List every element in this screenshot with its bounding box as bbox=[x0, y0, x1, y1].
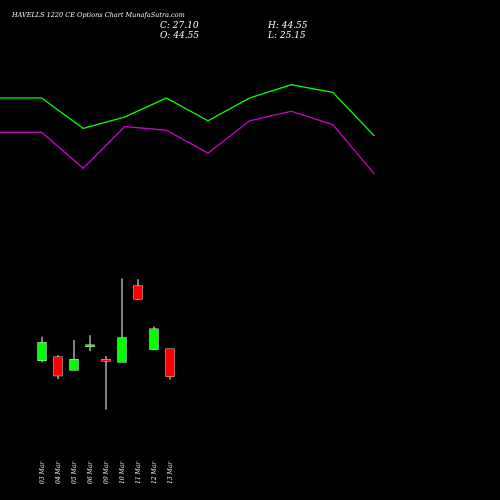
chart-title: HAVELLS 1220 CE Options Chart MunafaSutr… bbox=[11, 11, 185, 19]
open-readout: O: 44.55 bbox=[160, 31, 199, 41]
candle-body bbox=[101, 359, 111, 362]
x-tick-label: 12 Mar bbox=[151, 461, 158, 484]
candle-body bbox=[53, 356, 63, 377]
candle-body bbox=[133, 285, 143, 300]
candle-body bbox=[165, 348, 175, 377]
x-tick-label: 09 Mar bbox=[103, 461, 110, 484]
x-axis-labels: 03 Mar 04 Mar 05 Mar 06 Mar 09 Mar 10 Mar 11 M… bbox=[39, 461, 174, 484]
x-tick-label: 11 Mar bbox=[135, 461, 142, 484]
lower-indicator-line bbox=[0, 110, 375, 175]
upper-indicator-line bbox=[0, 84, 375, 137]
x-tick-label: 05 Mar bbox=[71, 461, 78, 484]
candle-body bbox=[85, 344, 95, 347]
x-tick-label: 04 Mar bbox=[55, 461, 62, 484]
candle-body bbox=[37, 342, 47, 361]
x-tick-label: 13 Mar bbox=[167, 461, 174, 484]
close-readout: C: 27.10 bbox=[160, 21, 199, 31]
x-tick-label: 06 Mar bbox=[87, 461, 94, 484]
candles bbox=[37, 278, 175, 410]
x-tick-label: 03 Mar bbox=[39, 461, 46, 484]
x-tick-label: 10 Mar bbox=[119, 461, 126, 484]
candle-body bbox=[69, 359, 79, 371]
candle-body bbox=[117, 337, 127, 363]
indicator-lines bbox=[0, 84, 375, 175]
candle-body bbox=[149, 328, 159, 350]
high-readout: H: 44.55 bbox=[267, 21, 308, 31]
low-readout: L: 25.15 bbox=[267, 31, 306, 41]
